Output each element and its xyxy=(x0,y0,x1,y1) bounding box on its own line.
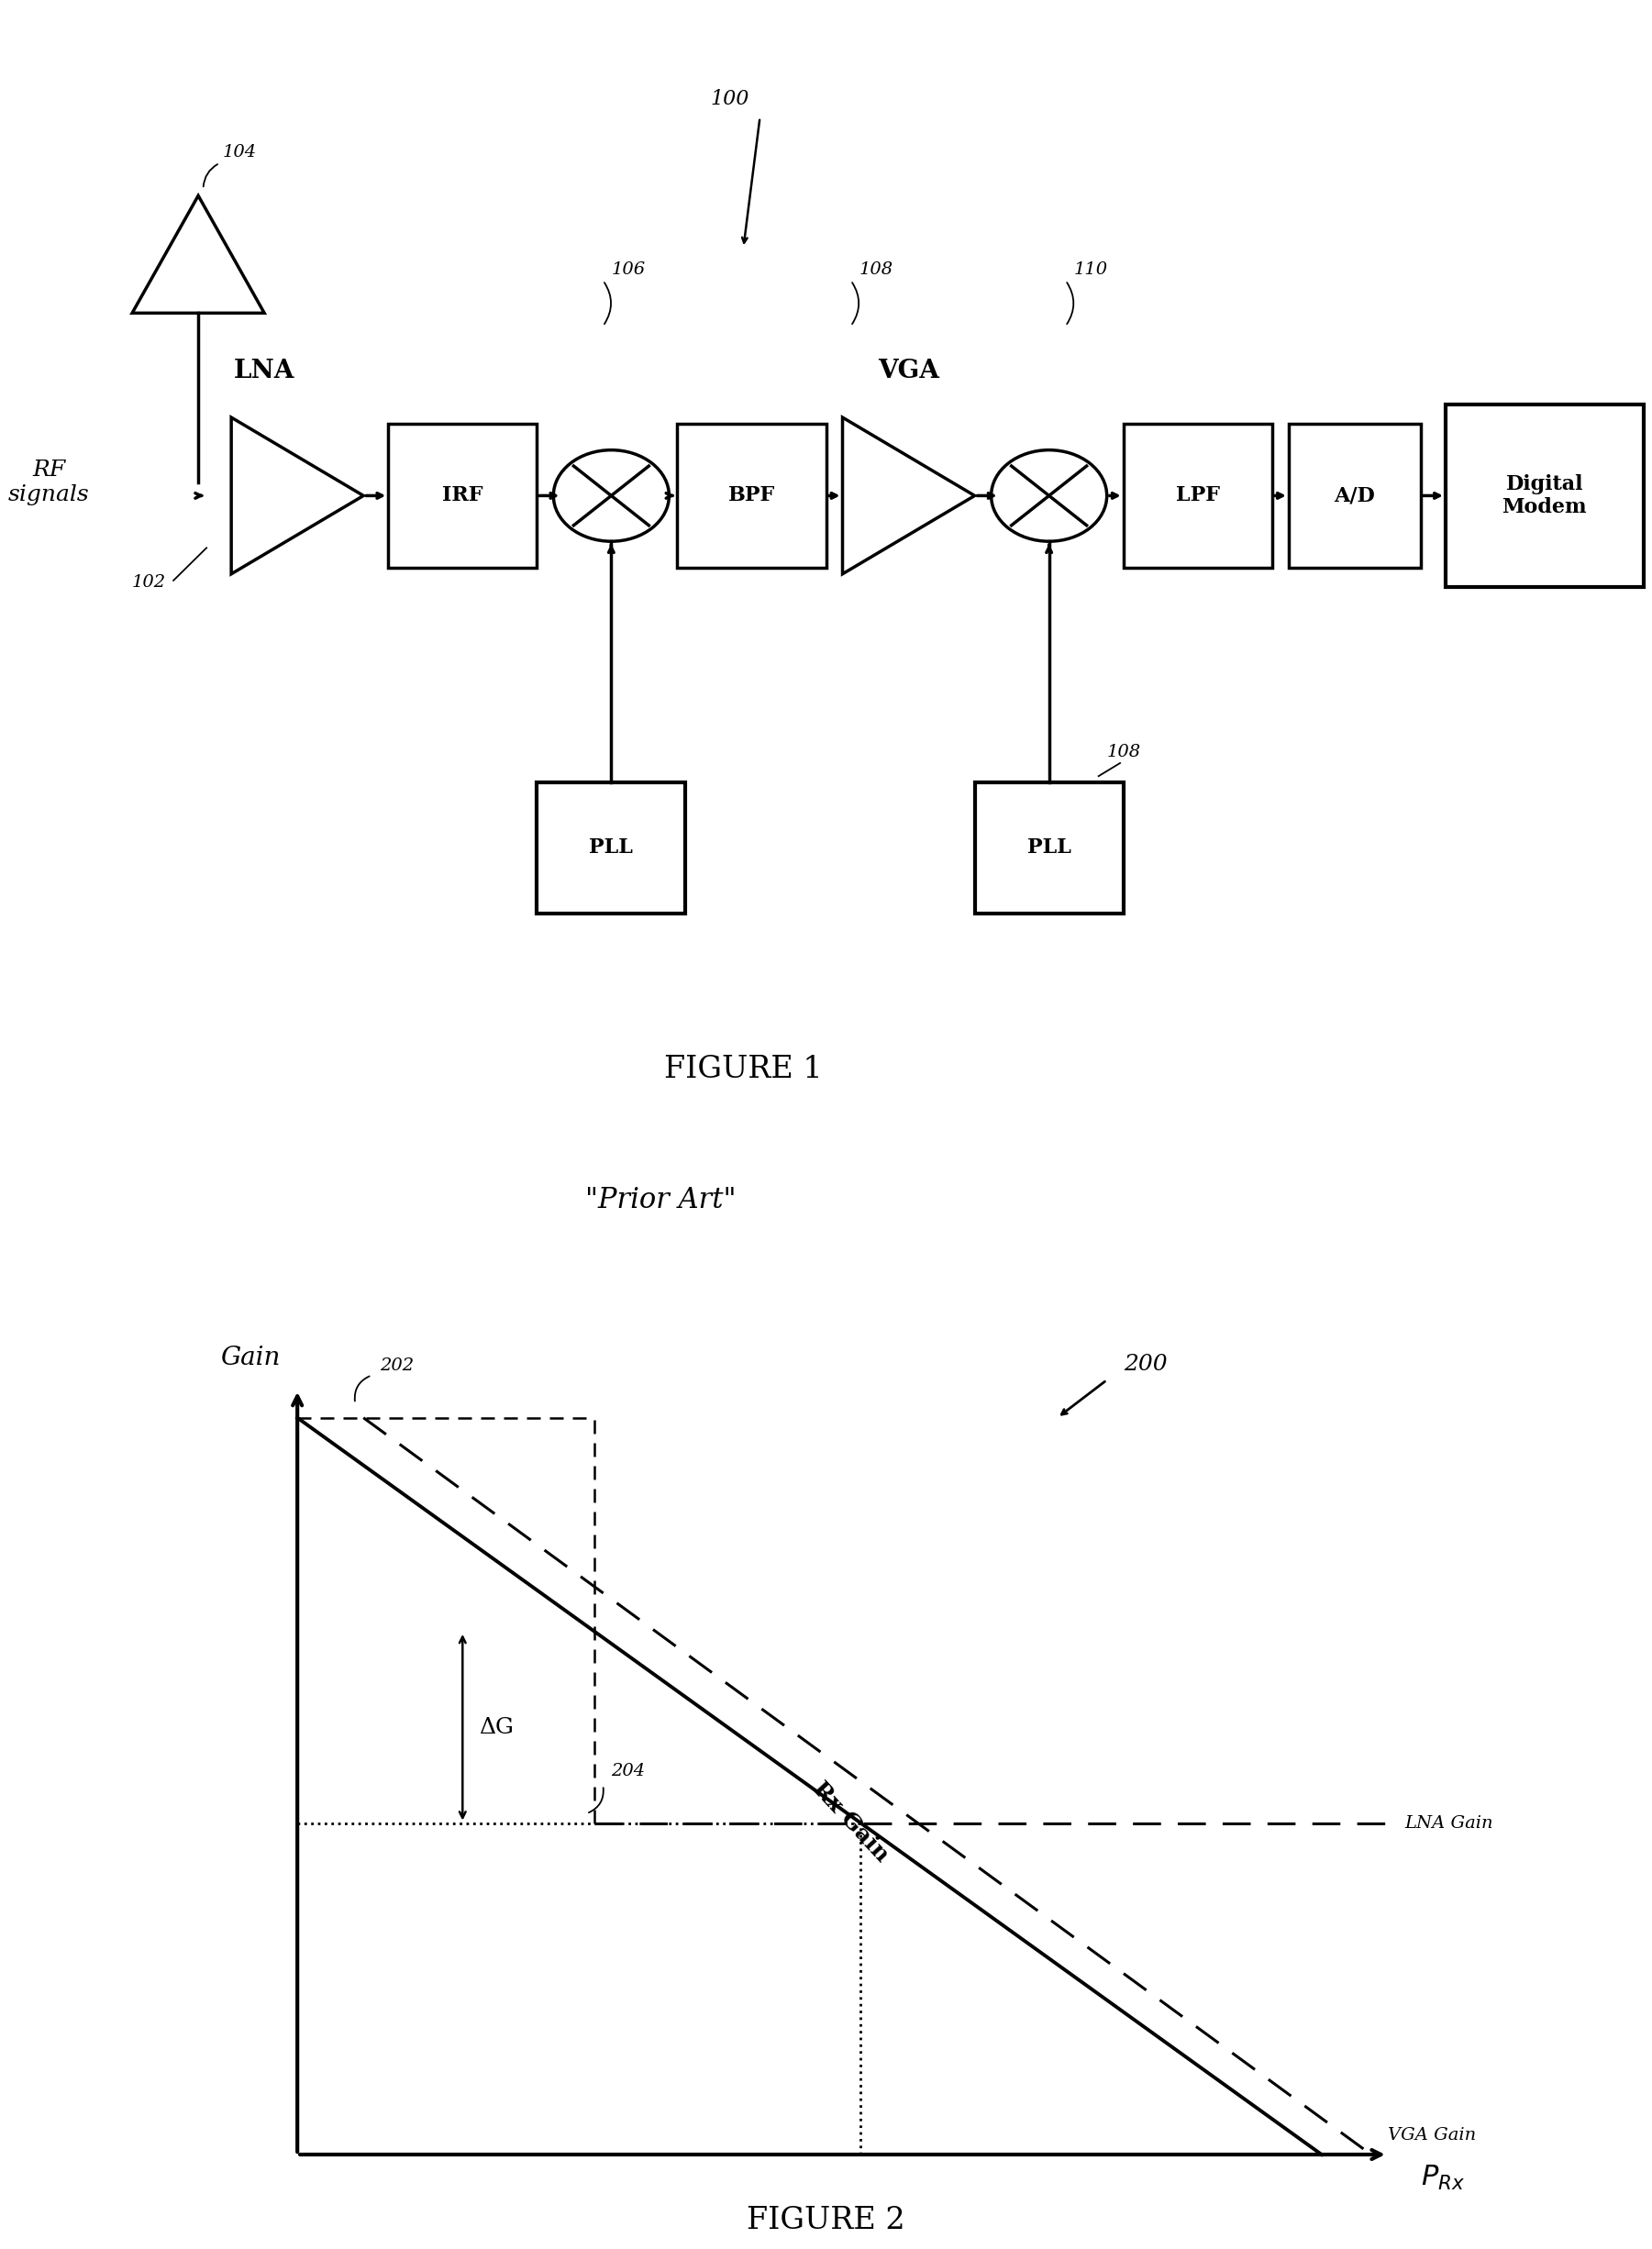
Text: Digital
Modem: Digital Modem xyxy=(1502,475,1588,517)
Text: PLL: PLL xyxy=(590,839,633,857)
FancyBboxPatch shape xyxy=(1289,423,1421,567)
Text: "Prior Art": "Prior Art" xyxy=(585,1185,737,1214)
FancyBboxPatch shape xyxy=(975,783,1123,913)
Text: PLL: PLL xyxy=(1028,839,1070,857)
Text: 106: 106 xyxy=(611,261,646,277)
Text: 100: 100 xyxy=(710,88,750,108)
Text: ΔG: ΔG xyxy=(479,1716,514,1738)
Text: VGA: VGA xyxy=(877,360,940,385)
Text: A/D: A/D xyxy=(1335,486,1374,506)
Text: 104: 104 xyxy=(223,144,258,160)
Text: FIGURE 2: FIGURE 2 xyxy=(747,2206,905,2236)
Text: Gain: Gain xyxy=(221,1345,281,1370)
Text: IRF: IRF xyxy=(443,486,482,506)
Text: 200: 200 xyxy=(1123,1354,1166,1374)
Text: 108: 108 xyxy=(1107,744,1142,760)
Text: LPF: LPF xyxy=(1176,486,1219,506)
Text: BPF: BPF xyxy=(729,486,775,506)
FancyBboxPatch shape xyxy=(677,423,826,567)
Text: Rx Gain: Rx Gain xyxy=(808,1777,894,1867)
Text: 108: 108 xyxy=(859,261,894,277)
Text: 204: 204 xyxy=(611,1763,646,1779)
FancyBboxPatch shape xyxy=(537,783,686,913)
Text: 102: 102 xyxy=(132,573,167,591)
Text: 202: 202 xyxy=(380,1358,415,1374)
Text: LNA Gain: LNA Gain xyxy=(1404,1815,1493,1831)
Text: 110: 110 xyxy=(1074,261,1108,277)
FancyBboxPatch shape xyxy=(1123,423,1272,567)
Text: RF
signals: RF signals xyxy=(8,459,89,506)
FancyBboxPatch shape xyxy=(388,423,537,567)
Text: $P_{Rx}$: $P_{Rx}$ xyxy=(1421,2164,1465,2193)
Text: VGA Gain: VGA Gain xyxy=(1388,2128,1475,2143)
FancyBboxPatch shape xyxy=(1446,405,1644,587)
Text: FIGURE 1: FIGURE 1 xyxy=(664,1055,823,1084)
Text: LNA: LNA xyxy=(235,360,294,385)
